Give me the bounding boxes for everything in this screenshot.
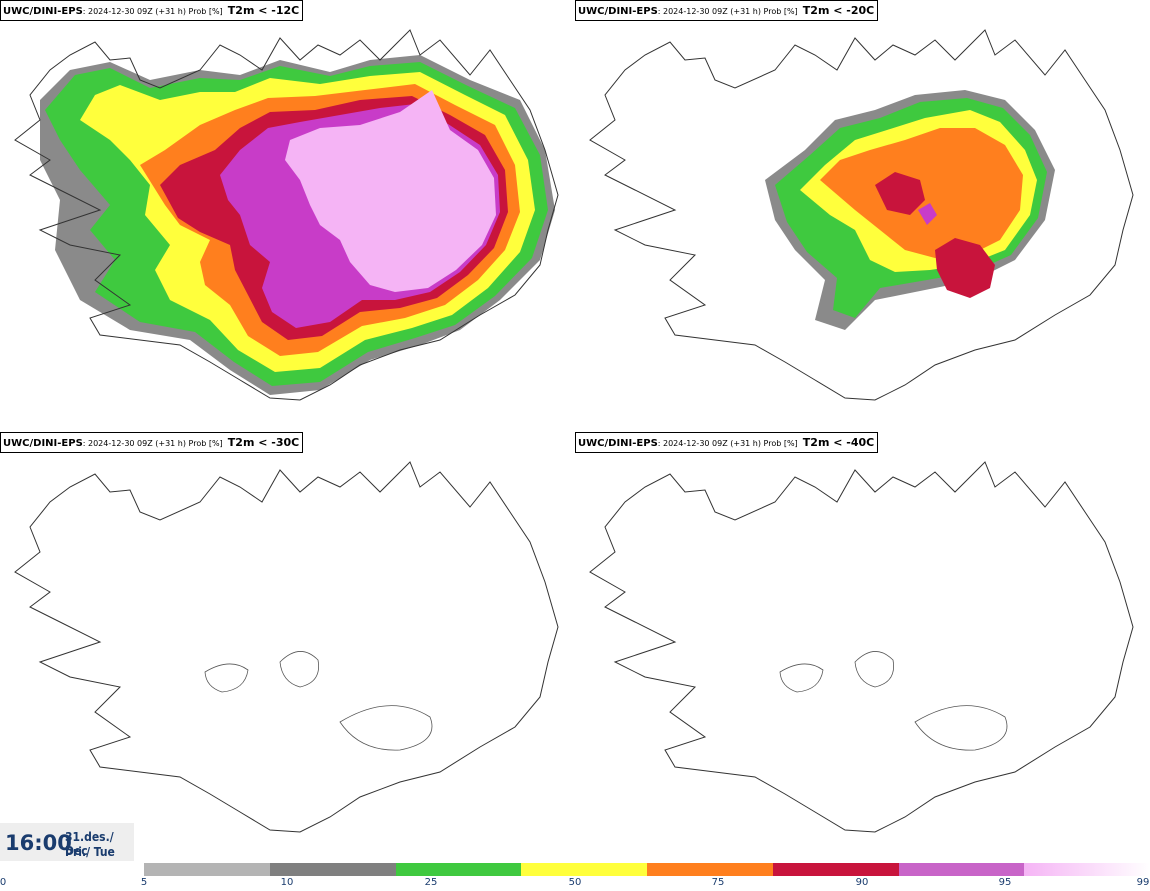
colorbar-tick-label: 10 (280, 877, 294, 888)
threshold-label: T2m < -20C (802, 4, 875, 17)
colorbar-segment (647, 863, 773, 876)
run-info: : 2024-12-30 09Z (+31 h) Prob [%] (82, 439, 223, 448)
map-panel-t2m-minus-12: UWC/DINI-EPS: 2024-12-30 09Z (+31 h) Pro… (0, 0, 575, 432)
colorbar-segment (144, 863, 270, 876)
run-info: : 2024-12-30 09Z (+31 h) Prob [%] (82, 7, 223, 16)
glacier-outline-2 (914, 705, 1008, 751)
glacier-outline (279, 651, 319, 688)
model-name: UWC/DINI-EPS (3, 6, 83, 17)
colorbar-tick-label: 75 (711, 877, 725, 888)
colorbar-tick-label: 50 (568, 877, 582, 888)
panel-header: UWC/DINI-EPS: 2024-12-30 09Z (+31 h) Pro… (575, 432, 879, 453)
coastline (589, 461, 1134, 833)
colorbar-tick-label: 90 (855, 877, 869, 888)
prob-area-90 (935, 238, 995, 298)
colorbar-segment (898, 863, 1025, 876)
threshold-label: T2m < -40C (802, 436, 875, 449)
prob-area-90b (875, 172, 925, 215)
panel-header: UWC/DINI-EPS: 2024-12-30 09Z (+31 h) Pro… (575, 0, 879, 21)
coastline (14, 461, 559, 833)
colorbar-tick-label: 0 (0, 877, 7, 888)
coastline (589, 29, 1134, 401)
colorbar-tick-label: 25 (424, 877, 438, 888)
colorbar-segment (1024, 863, 1150, 876)
threshold-label: T2m < -30C (227, 436, 300, 449)
iceland-map-minus-40 (589, 461, 1134, 833)
panel-header: UWC/DINI-EPS: 2024-12-30 09Z (+31 h) Pro… (0, 0, 304, 21)
colorbar-segment (395, 863, 522, 876)
valid-time-clock: 16:00 (5, 831, 72, 855)
colorbar-tick-label: 5 (140, 877, 148, 888)
colorbar-segment (269, 863, 396, 876)
run-info: : 2024-12-30 09Z (+31 h) Prob [%] (657, 439, 798, 448)
probability-colorbar (144, 863, 1150, 876)
valid-time-box: 16:00 31.des./ Dec Þri./ Tue (0, 823, 134, 861)
model-name: UWC/DINI-EPS (3, 438, 83, 449)
map-panel-t2m-minus-40: UWC/DINI-EPS: 2024-12-30 09Z (+31 h) Pro… (575, 432, 1150, 864)
glacier-outline-2 (339, 705, 433, 751)
valid-date: 31.des./ Dec (65, 830, 114, 858)
colorbar-tick-label: 95 (998, 877, 1012, 888)
iceland-map-minus-12 (14, 29, 559, 401)
iceland-map-minus-20 (589, 29, 1134, 401)
map-panel-t2m-minus-30: UWC/DINI-EPS: 2024-12-30 09Z (+31 h) Pro… (0, 432, 575, 864)
coastline (14, 29, 559, 401)
iceland-map-minus-30 (14, 461, 559, 833)
run-info: : 2024-12-30 09Z (+31 h) Prob [%] (657, 7, 798, 16)
prob-area-99 (285, 90, 496, 292)
valid-weekday: Þri./ Tue (65, 845, 115, 859)
colorbar-tick-label: 99 (1136, 877, 1150, 888)
colorbar-segment (772, 863, 899, 876)
colorbar-segment (521, 863, 647, 876)
model-name: UWC/DINI-EPS (578, 438, 658, 449)
panel-header: UWC/DINI-EPS: 2024-12-30 09Z (+31 h) Pro… (0, 432, 304, 453)
threshold-label: T2m < -12C (227, 4, 300, 17)
model-name: UWC/DINI-EPS (578, 6, 658, 17)
prob-area-95 (918, 203, 937, 225)
glacier-outline-3 (779, 663, 824, 693)
glacier-outline (854, 651, 894, 688)
map-panel-t2m-minus-20: UWC/DINI-EPS: 2024-12-30 09Z (+31 h) Pro… (575, 0, 1150, 432)
glacier-outline-3 (204, 663, 249, 693)
